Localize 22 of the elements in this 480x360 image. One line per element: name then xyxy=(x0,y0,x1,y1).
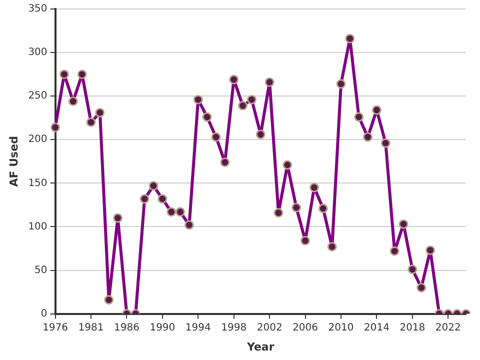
x-tick-label: 1990 xyxy=(150,322,176,334)
y-tick-label: 0 xyxy=(40,308,48,320)
x-tick-label: 2006 xyxy=(292,322,318,334)
x-tick-label: 2010 xyxy=(328,322,354,334)
x-tick-label: 2022 xyxy=(435,322,461,334)
y-tick-label: 300 xyxy=(28,47,48,58)
x-tick-label: 1981 xyxy=(78,322,104,334)
x-tick-label: 1976 xyxy=(42,322,68,334)
x-tick-label: 2014 xyxy=(364,322,390,334)
y-tick-label: 150 xyxy=(28,178,48,189)
x-tick-label: 2018 xyxy=(400,322,426,334)
x-tick-label: 1986 xyxy=(114,322,140,334)
x-axis-title: Year xyxy=(246,340,275,354)
x-tick-label: 2002 xyxy=(256,322,282,334)
y-tick-label: 200 xyxy=(28,134,48,146)
y-tick-label: 50 xyxy=(34,264,48,276)
y-tick-label: 250 xyxy=(28,90,48,102)
x-tick-label: 1994 xyxy=(185,322,211,334)
y-axis-title: AF Used xyxy=(7,136,20,187)
y-tick-label: 100 xyxy=(28,221,48,232)
y-tick-label: 350 xyxy=(28,4,48,15)
x-tick-label: 1998 xyxy=(221,322,247,334)
